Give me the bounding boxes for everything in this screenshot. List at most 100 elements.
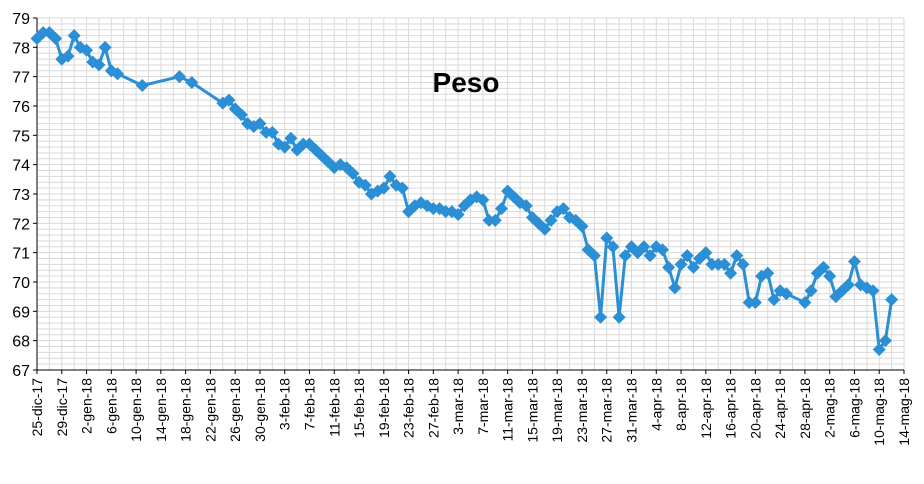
data-point-marker <box>668 281 682 295</box>
data-point-marker <box>823 269 837 283</box>
y-tick-label: 76 <box>12 99 30 116</box>
data-point-marker <box>284 131 298 145</box>
data-point-marker <box>49 32 63 46</box>
data-point-marker <box>798 296 812 310</box>
x-tick-label: 31-mar-18 <box>624 378 640 443</box>
x-tick-label: 3-mar-18 <box>450 378 466 435</box>
data-point-marker <box>878 334 892 348</box>
data-point-marker <box>234 108 248 122</box>
data-point-marker <box>265 125 279 139</box>
data-point-marker <box>655 243 669 257</box>
data-point-marker <box>55 52 69 66</box>
x-tick-label: 18-gen-18 <box>178 378 194 442</box>
x-tick-label: 22-gen-18 <box>202 378 218 442</box>
data-point-marker <box>135 78 149 92</box>
data-point-marker <box>278 140 292 154</box>
x-tick-label: 14-gen-18 <box>153 378 169 442</box>
y-axis-ticks: 67 68 69 70 71 72 73 74 75 76 77 78 79 <box>12 11 37 380</box>
data-point-marker <box>637 240 651 254</box>
data-point-marker <box>643 249 657 263</box>
data-point-marker <box>556 202 570 216</box>
data-point-marker <box>494 202 508 216</box>
y-tick-label: 74 <box>12 158 30 175</box>
data-point-marker <box>383 169 397 183</box>
data-point-marker <box>872 342 886 356</box>
data-point-marker <box>748 296 762 310</box>
y-tick-label: 75 <box>12 128 30 145</box>
x-tick-label: 4-apr-18 <box>648 378 664 431</box>
x-tick-label: 10-gen-18 <box>128 378 144 442</box>
data-point-marker <box>253 117 267 131</box>
data-point-marker <box>680 249 694 263</box>
data-point-marker <box>804 284 818 298</box>
x-tick-label: 2-mag-18 <box>822 378 838 438</box>
data-point-marker <box>501 184 515 198</box>
data-point-marker <box>594 310 608 324</box>
series-peso <box>30 26 899 356</box>
x-tick-label: 19-feb-18 <box>376 378 392 438</box>
data-point-marker <box>67 29 81 43</box>
x-tick-label: 26-gen-18 <box>227 378 243 442</box>
data-point-marker <box>451 208 465 222</box>
x-tick-label: 27-feb-18 <box>425 378 441 438</box>
data-point-marker <box>575 219 589 233</box>
y-tick-label: 68 <box>12 334 30 351</box>
data-point-marker <box>674 257 688 271</box>
data-point-marker <box>98 40 112 54</box>
data-point-marker <box>92 58 106 72</box>
data-point-marker <box>488 213 502 227</box>
y-tick-label: 73 <box>12 187 30 204</box>
y-tick-label: 77 <box>12 70 30 87</box>
data-point-marker <box>612 310 626 324</box>
data-point-marker <box>618 249 632 263</box>
y-tick-label: 69 <box>12 304 30 321</box>
data-point-marker <box>172 70 186 84</box>
x-tick-label: 11-feb-18 <box>326 378 342 437</box>
y-tick-label: 71 <box>12 246 30 263</box>
data-point-marker <box>816 260 830 274</box>
data-point-marker <box>395 181 409 195</box>
data-point-marker <box>111 67 125 81</box>
data-point-marker <box>724 266 738 280</box>
data-point-marker <box>538 222 552 236</box>
data-point-marker <box>885 293 899 307</box>
x-tick-label: 11-mar-18 <box>500 378 516 442</box>
y-tick-label: 78 <box>12 40 30 57</box>
data-point-marker <box>699 246 713 260</box>
data-point-marker <box>358 178 372 192</box>
data-point-marker <box>662 260 676 274</box>
y-tick-label: 67 <box>12 363 30 380</box>
data-point-marker <box>544 213 558 227</box>
x-tick-label: 29-dic-17 <box>54 378 70 437</box>
x-tick-label: 27-mar-18 <box>599 378 615 443</box>
data-point-marker <box>841 278 855 292</box>
y-tick-label: 70 <box>12 275 30 292</box>
x-tick-label: 6-gen-18 <box>103 378 119 434</box>
x-axis-ticks: 25-dic-17 29-dic-17 2-gen-18 6-gen-18 10-gen… <box>29 370 912 446</box>
y-tick-label: 79 <box>12 11 30 28</box>
data-point-marker <box>847 254 861 268</box>
x-tick-label: 6-mag-18 <box>846 378 862 438</box>
x-tick-label: 24-apr-18 <box>772 378 788 439</box>
x-tick-label: 12-apr-18 <box>698 378 714 439</box>
x-tick-label: 25-dic-17 <box>29 378 45 437</box>
data-point-marker <box>779 287 793 301</box>
data-point-marker <box>346 166 360 180</box>
chart-title: Peso <box>433 67 500 98</box>
data-point-marker <box>767 293 781 307</box>
x-tick-label: 7-feb-18 <box>301 378 317 430</box>
x-tick-label: 30-gen-18 <box>252 378 268 442</box>
x-tick-label: 2-gen-18 <box>79 378 95 434</box>
x-tick-label: 10-mag-18 <box>871 378 887 446</box>
x-tick-label: 7-mar-18 <box>475 378 491 435</box>
data-point-marker <box>600 231 614 245</box>
x-tick-label: 3-feb-18 <box>277 378 293 430</box>
data-point-marker <box>606 240 620 254</box>
data-point-marker <box>185 76 199 90</box>
x-tick-label: 16-apr-18 <box>723 378 739 439</box>
x-tick-label: 15-feb-18 <box>351 378 367 438</box>
data-point-marker <box>80 43 94 57</box>
data-point-marker <box>476 193 490 207</box>
data-point-marker <box>736 257 750 271</box>
x-tick-label: 19-mar-18 <box>549 378 565 443</box>
